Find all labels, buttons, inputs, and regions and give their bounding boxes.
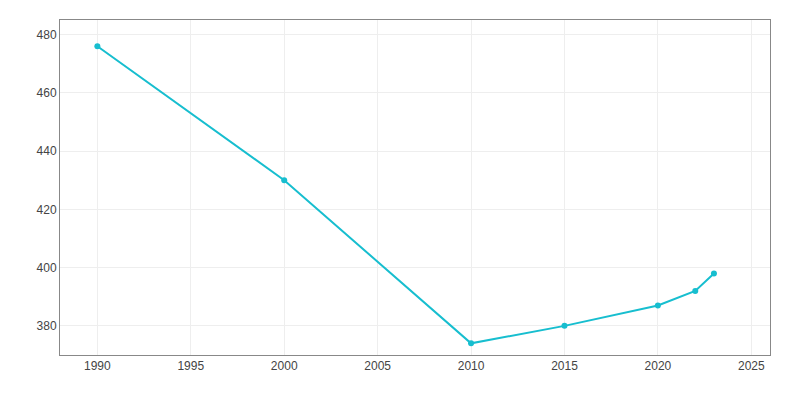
svg-text:2025: 2025 <box>738 359 765 373</box>
svg-text:2015: 2015 <box>551 359 578 373</box>
svg-text:1990: 1990 <box>84 359 111 373</box>
svg-text:460: 460 <box>37 86 57 100</box>
svg-text:420: 420 <box>37 203 57 217</box>
svg-text:400: 400 <box>37 261 57 275</box>
svg-text:2010: 2010 <box>458 359 485 373</box>
svg-text:380: 380 <box>37 319 57 333</box>
svg-text:480: 480 <box>37 28 57 42</box>
svg-text:2020: 2020 <box>645 359 672 373</box>
svg-text:2000: 2000 <box>271 359 298 373</box>
svg-text:1995: 1995 <box>177 359 204 373</box>
svg-text:2005: 2005 <box>364 359 391 373</box>
svg-text:440: 440 <box>37 144 57 158</box>
